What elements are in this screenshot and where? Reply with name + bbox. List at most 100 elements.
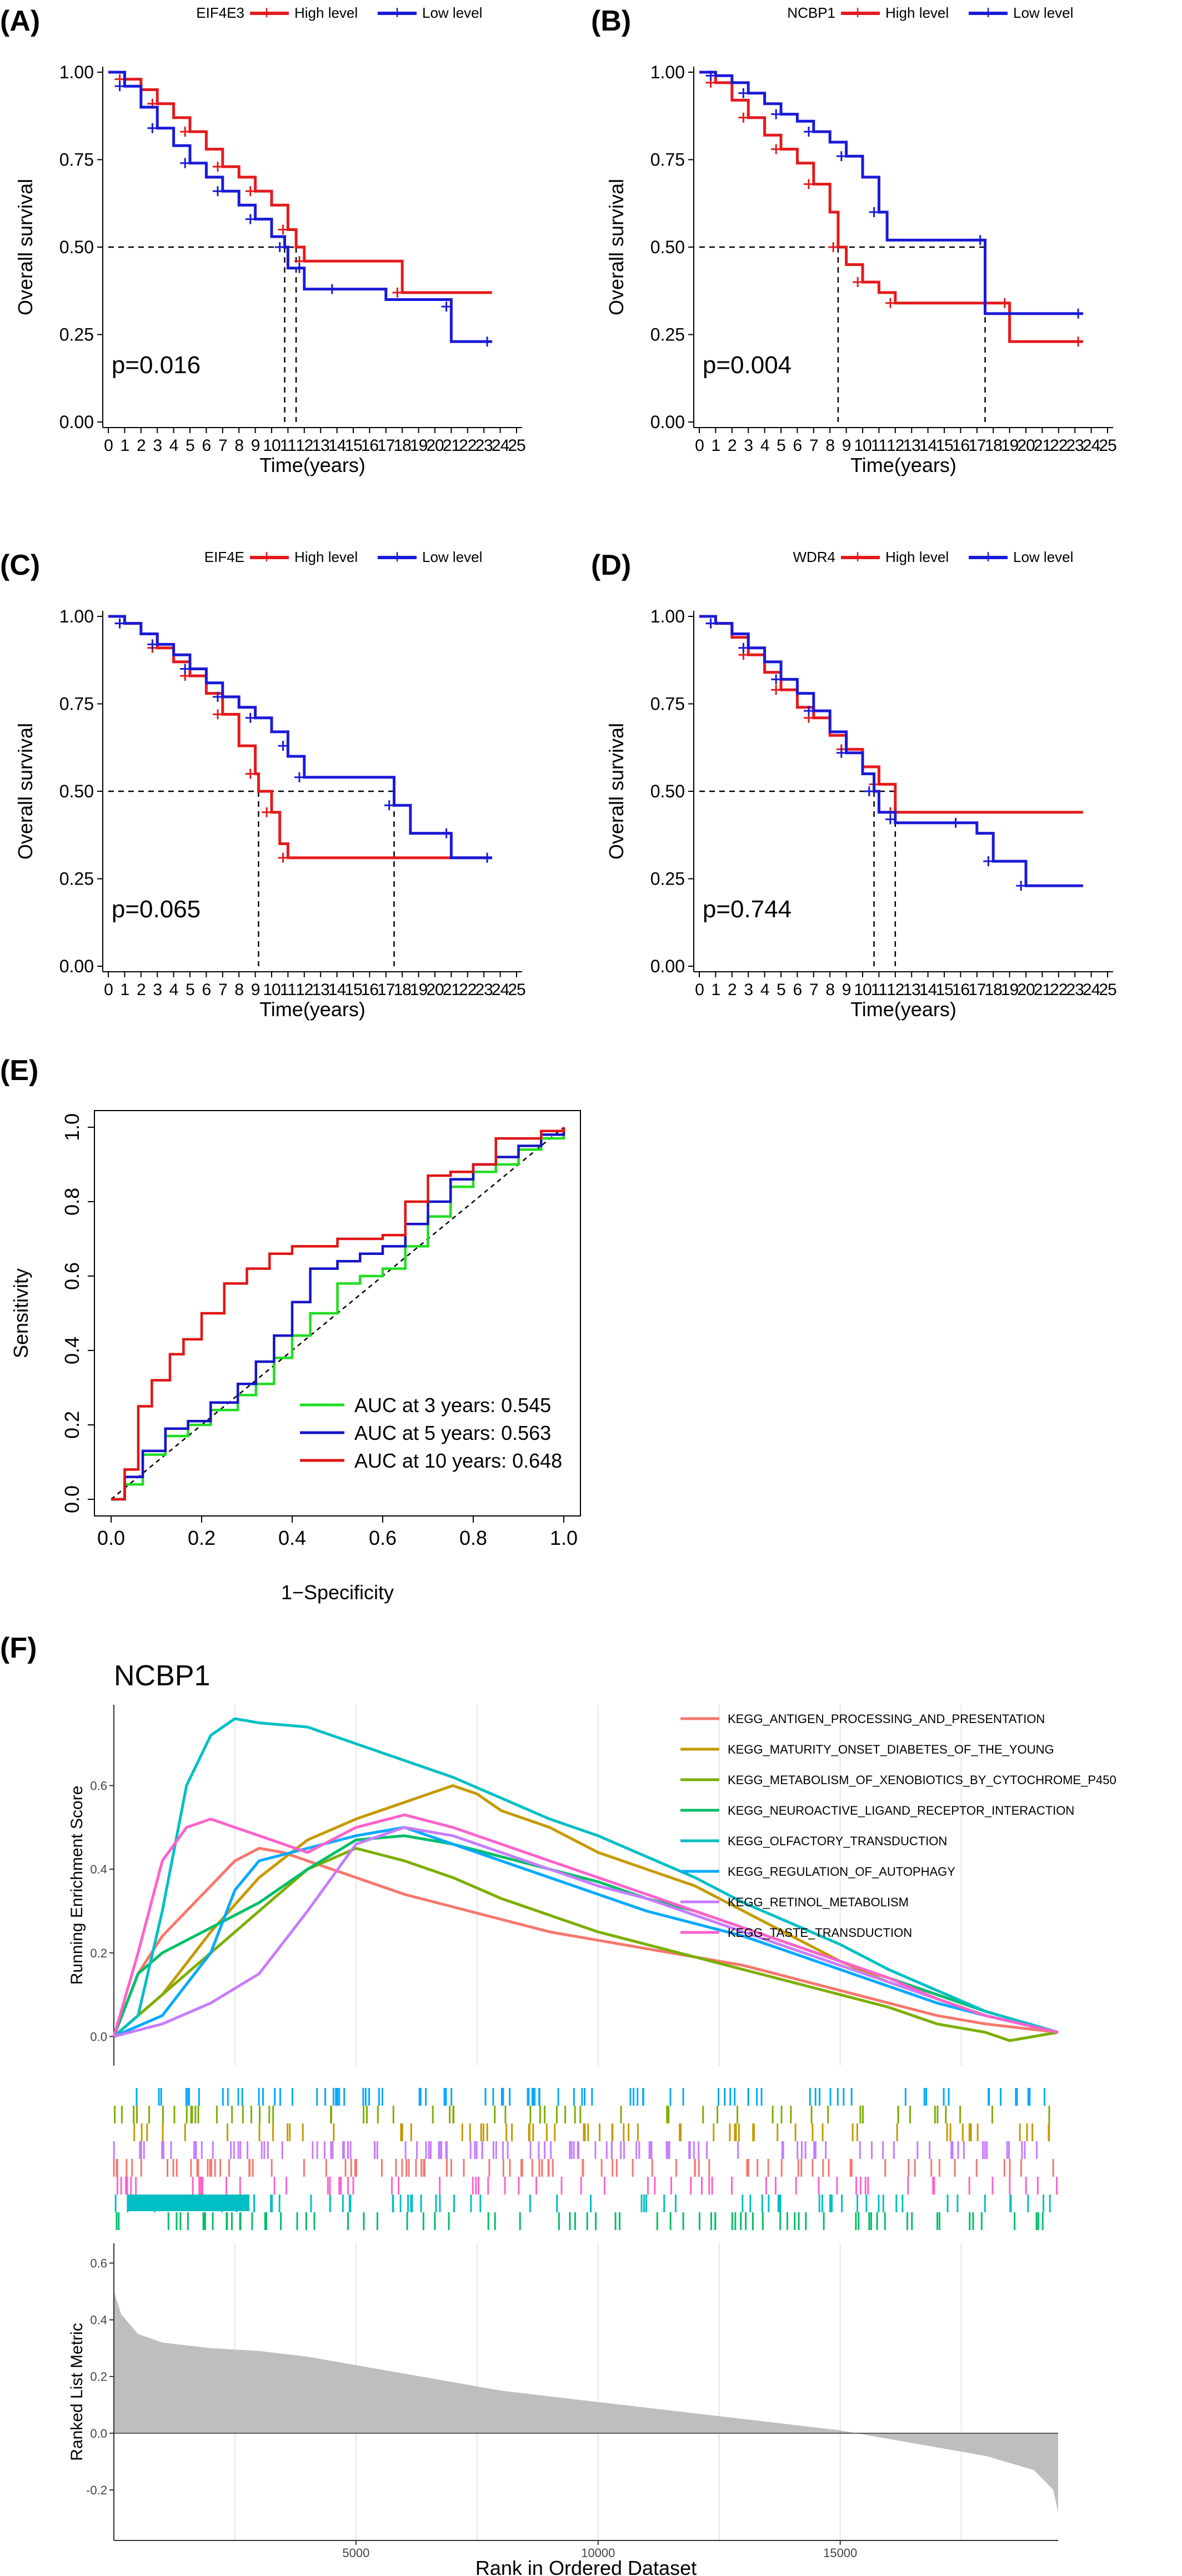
- x-tick-label: 17: [968, 436, 986, 455]
- panel-label: (A): [0, 5, 40, 37]
- legend-high-mark: +: [261, 2, 272, 23]
- x-tick-label: 1: [121, 436, 129, 455]
- y-axis-label-bottom: Ranked List Metric: [68, 2323, 86, 2460]
- censor-mark: [327, 284, 337, 294]
- y-tick-label: 0.00: [59, 412, 94, 432]
- y-tick-label: 1.00: [59, 606, 94, 626]
- legend-low-mark: +: [983, 2, 994, 23]
- y-axis-label-top: Running Enrichment Score: [68, 1786, 86, 1985]
- x-tick-label: 9: [842, 981, 851, 999]
- legend-label: AUC at 3 years: 0.545: [354, 1394, 551, 1417]
- legend-high-mark: +: [261, 546, 272, 568]
- legend-label: KEGG_ANTIGEN_PROCESSING_AND_PRESENTATION: [728, 1712, 1045, 1726]
- y-tick-label: 0.6: [90, 2257, 107, 2271]
- y-tick-label: 0.2: [90, 2370, 107, 2384]
- y-tick-label: 0.0: [90, 2427, 107, 2441]
- legend-high-mark: +: [852, 546, 863, 568]
- x-tick-label: 5000: [342, 2546, 369, 2560]
- censor-mark: [482, 852, 493, 863]
- censor-mark: [114, 81, 125, 92]
- x-tick-label: 0: [695, 981, 704, 999]
- x-tick-label: 17: [377, 981, 395, 999]
- censor-mark: [836, 151, 847, 162]
- x-tick-label: 12: [886, 436, 904, 455]
- censor-mark: [245, 186, 256, 197]
- x-tick-label: 7: [218, 981, 227, 999]
- x-tick-label: 2: [728, 981, 737, 999]
- x-tick-label: 5: [777, 981, 785, 999]
- x-tick-label: 24: [1083, 981, 1100, 999]
- x-tick-label: 10000: [581, 2546, 615, 2560]
- censor-mark: [864, 786, 874, 796]
- censor-mark: [771, 144, 782, 154]
- legend-low-label: Low level: [422, 4, 482, 21]
- x-tick-label: 25: [1099, 981, 1116, 999]
- x-tick-label: 9: [251, 981, 260, 999]
- x-tick-label: 19: [410, 981, 428, 999]
- censor-mark: [212, 162, 223, 172]
- censor-mark: [212, 186, 223, 197]
- x-tick-label: 1.0: [550, 1526, 578, 1549]
- x-tick-label: 6: [793, 981, 802, 999]
- x-tick-label: 9: [251, 436, 260, 455]
- x-tick-label: 20: [426, 981, 444, 999]
- panel-D: (D) WDR4 + High level + Low level 0.00 0.25 0.50…: [591, 546, 1117, 1021]
- x-tick-label: 23: [475, 981, 493, 999]
- legend-low-label: Low level: [422, 549, 482, 565]
- x-tick-label: 0.0: [97, 1526, 125, 1549]
- x-tick-label: 16: [952, 436, 970, 455]
- censor-mark: [482, 337, 493, 347]
- x-tick-label: 22: [1050, 981, 1068, 999]
- x-axis-label: Time(years): [259, 454, 365, 476]
- panel-label: (F): [0, 1632, 37, 1664]
- y-tick-label: 0.2: [61, 1411, 83, 1439]
- x-tick-label: 8: [825, 436, 834, 455]
- legend-low-mark: +: [392, 2, 403, 23]
- x-tick-label: 0.4: [278, 1526, 306, 1549]
- legend-high-mark: +: [852, 2, 863, 23]
- legend-gene: NCBP1: [787, 4, 835, 21]
- panel-F: (F) NCBP1 0.0 0.2 0.4 0.6 Running Enrichment S…: [0, 1632, 1116, 2576]
- y-tick-label: 1.0: [61, 1113, 83, 1141]
- censor-mark: [950, 817, 961, 828]
- x-tick-label: 2: [137, 436, 146, 455]
- x-tick-label: 10: [854, 981, 872, 999]
- censor-mark: [274, 242, 285, 252]
- x-tick-label: 0.2: [188, 1526, 216, 1549]
- x-tick-label: 15: [935, 981, 953, 999]
- censor-mark: [869, 207, 879, 217]
- censor-mark: [853, 277, 863, 287]
- x-tick-label: 11: [280, 981, 296, 999]
- censor-mark: [1073, 308, 1084, 319]
- x-tick-label: 0.6: [369, 1526, 397, 1549]
- x-tick-label: 4: [169, 436, 178, 455]
- censor-mark: [180, 127, 191, 137]
- x-tick-label: 5: [186, 981, 194, 999]
- panel-label: (B): [591, 5, 631, 37]
- x-tick-label: 22: [459, 981, 477, 999]
- y-tick-label: 0.4: [90, 1862, 107, 1876]
- legend-label: KEGG_TASTE_TRANSDUCTION: [728, 1926, 912, 1940]
- x-tick-label: 20: [426, 436, 444, 455]
- censor-mark: [771, 674, 782, 685]
- x-tick-label: 21: [443, 436, 460, 455]
- x-tick-label: 17: [968, 981, 986, 999]
- x-tick-label: 19: [1001, 436, 1019, 455]
- high-level-curve: [108, 71, 492, 294]
- p-value: p=0.004: [703, 351, 792, 379]
- x-tick-label: 4: [169, 981, 178, 999]
- panel-label: (D): [591, 549, 631, 581]
- x-axis-label: Rank in Ordered Dataset: [475, 2557, 697, 2576]
- x-tick-label: 18: [985, 981, 1003, 999]
- x-tick-label: 13: [903, 436, 921, 455]
- x-tick-label: 19: [1001, 981, 1019, 999]
- x-tick-label: 7: [809, 981, 818, 999]
- x-tick-label: 1: [121, 981, 129, 999]
- censor-mark: [738, 112, 749, 123]
- x-tick-label: 6: [202, 981, 211, 999]
- y-tick-label: 0.4: [90, 2313, 107, 2327]
- censor-mark: [441, 302, 452, 312]
- y-tick-label: 0.25: [59, 869, 94, 889]
- censor-mark: [262, 807, 272, 817]
- x-tick-label: 15: [344, 436, 362, 455]
